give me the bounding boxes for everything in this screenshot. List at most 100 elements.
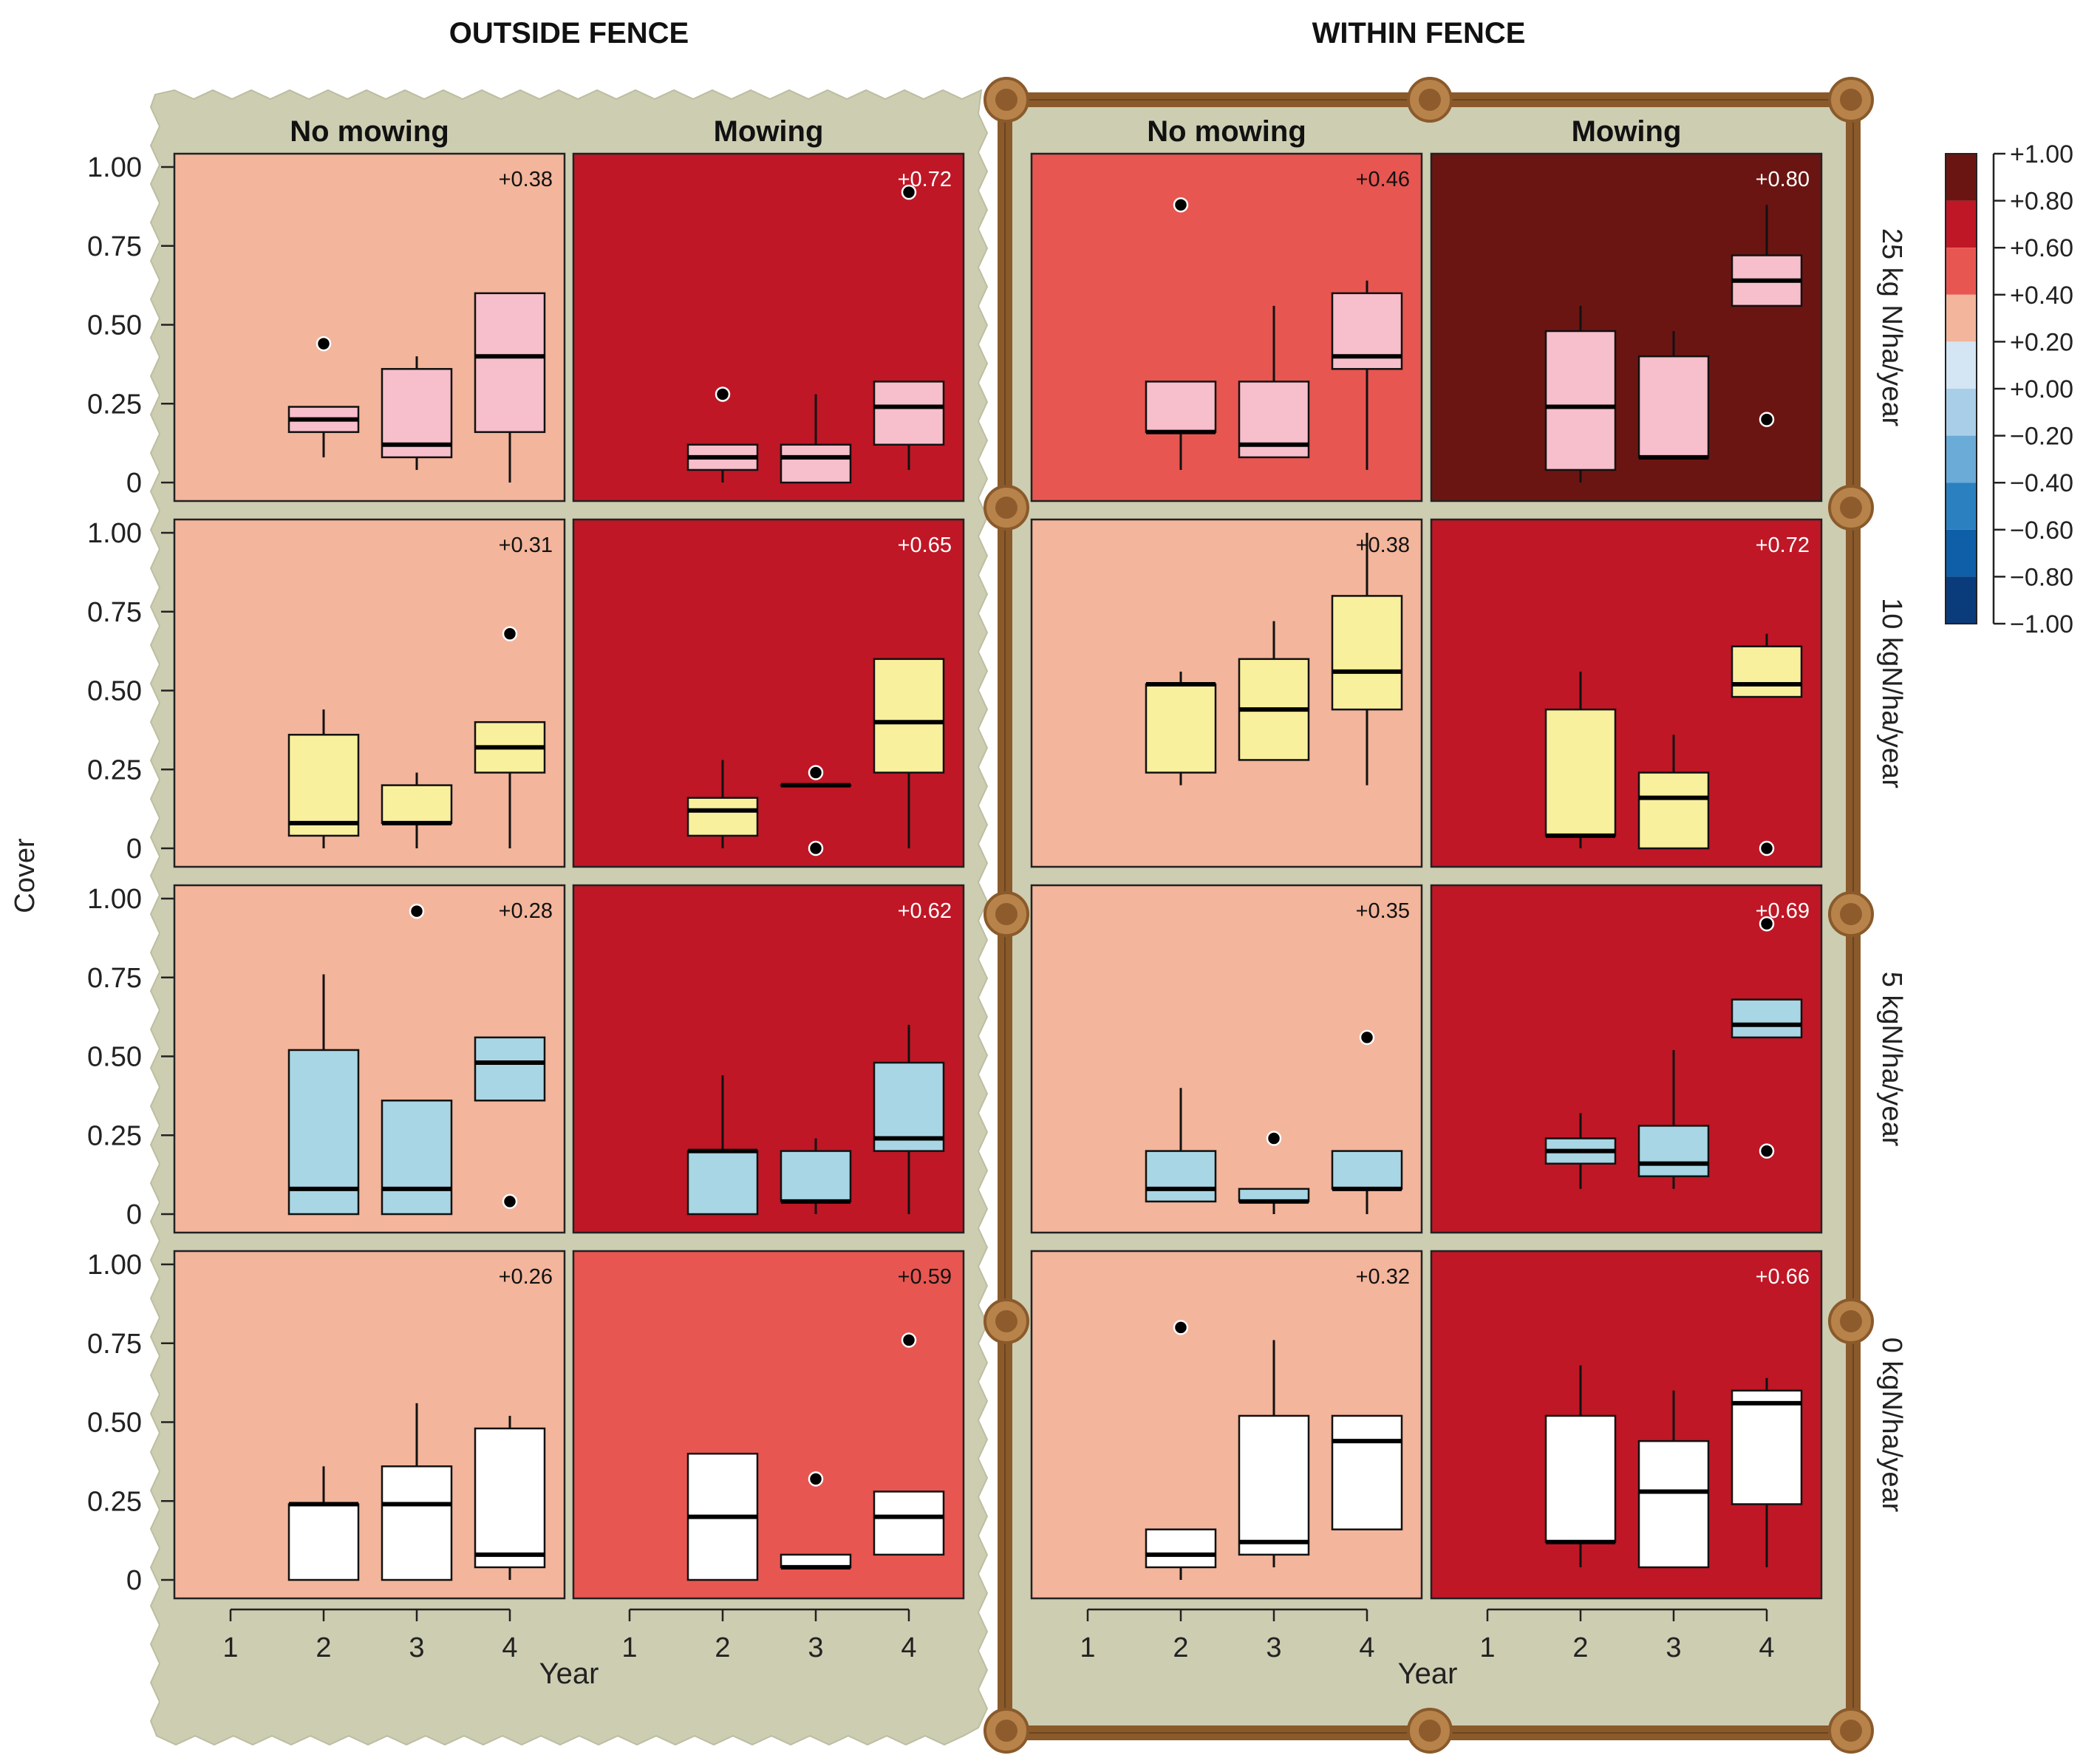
correlation-label: +0.38 [1356, 534, 1410, 557]
box-iqr [1331, 1414, 1403, 1530]
fence-post-center [1840, 1310, 1862, 1332]
box-iqr [474, 292, 546, 433]
outlier-point [1266, 1131, 1282, 1146]
outlier-point [1173, 197, 1189, 213]
y-tick-label: 1.00 [87, 1250, 142, 1281]
outlier-point [808, 765, 824, 780]
colorbar-label: +1.00 [2010, 140, 2073, 168]
outlier-point [901, 184, 917, 200]
outlier-point [502, 626, 518, 641]
x-tick-label: 3 [409, 1632, 424, 1663]
box-iqr [1331, 595, 1403, 711]
box-iqr [287, 1503, 360, 1581]
y-tick-label: 0.75 [87, 597, 142, 628]
box-iqr [1731, 645, 1803, 698]
fence-post-center [1840, 497, 1862, 519]
colorbar-segment [1946, 248, 1977, 295]
box-iqr [873, 381, 945, 446]
colorbar-label: +0.40 [2010, 282, 2073, 310]
fence-post-center [1419, 1720, 1441, 1742]
outside-fence-title: OUTSIDE FENCE [449, 17, 689, 50]
box-iqr [1145, 683, 1217, 774]
box-iqr [1637, 1125, 1710, 1178]
colorbar-label: −0.20 [2010, 423, 2073, 451]
nitrogen-row-label: 25 kg N/ha/year [1876, 228, 1907, 427]
y-tick-label: 0.50 [87, 1408, 142, 1439]
box-iqr [287, 734, 360, 837]
y-tick-label: 0 [126, 468, 142, 499]
correlation-label: +0.66 [1756, 1265, 1810, 1289]
no-mowing-column-header: No mowing [1147, 115, 1306, 148]
x-tick-label: 2 [1572, 1632, 1588, 1663]
x-tick-label: 2 [316, 1632, 331, 1663]
y-tick-label: 0.25 [87, 1486, 142, 1517]
x-tick-label: 4 [1359, 1632, 1374, 1663]
correlation-label: +0.35 [1356, 899, 1410, 923]
y-tick-label: 0.25 [87, 389, 142, 420]
correlation-label: +0.28 [499, 899, 553, 923]
box-iqr [381, 1100, 453, 1216]
colorbar-label: −0.40 [2010, 469, 2073, 497]
colorbar-segment [1946, 154, 1977, 201]
y-tick-label: 0.25 [87, 1120, 142, 1151]
colorbar-frame [1945, 153, 1977, 624]
panel-background [1430, 152, 1823, 502]
panel-background [572, 152, 965, 502]
x-tick-label: 1 [1479, 1632, 1495, 1663]
mowing-column-header: Mowing [1572, 115, 1682, 148]
box-iqr [1637, 771, 1710, 850]
x-axis-label-within: Year [1398, 1658, 1458, 1690]
outlier-point [1759, 1143, 1775, 1159]
box-iqr [1544, 708, 1617, 837]
box-iqr [381, 784, 453, 825]
correlation-label: +0.65 [898, 534, 952, 557]
colorbar-segment [1946, 529, 1977, 577]
box-iqr [1731, 1389, 1803, 1505]
within-fence-title: WITHIN FENCE [1312, 17, 1526, 50]
box-iqr [1731, 998, 1803, 1039]
colorbar-segment [1946, 576, 1977, 624]
colorbar-segment [1946, 435, 1977, 483]
x-tick-label: 3 [1266, 1632, 1281, 1663]
y-tick-label: 1.00 [87, 884, 142, 915]
fence-post-center [995, 903, 1017, 925]
x-tick-label: 2 [1173, 1632, 1188, 1663]
correlation-label: +0.32 [1356, 1265, 1410, 1289]
mowing-column-header: Mowing [714, 115, 824, 148]
colorbar-label: +0.00 [2010, 375, 2073, 403]
colorbar-segment [1946, 341, 1977, 389]
no-mowing-column-header: No mowing [290, 115, 449, 148]
y-tick-label: 1.00 [87, 152, 142, 183]
colorbar-label: +0.80 [2010, 188, 2073, 216]
box-iqr [1145, 1150, 1217, 1203]
box-iqr [474, 1036, 546, 1102]
outlier-point [1173, 1320, 1189, 1335]
fence-post-center [995, 89, 1017, 111]
y-tick-label: 0.75 [87, 231, 142, 262]
box-iqr [1637, 1440, 1710, 1569]
correlation-label: +0.26 [499, 1265, 553, 1289]
y-tick-label: 0.75 [87, 1329, 142, 1360]
colorbar-label: −1.00 [2010, 610, 2073, 638]
outlier-point [808, 840, 824, 856]
outlier-point [502, 1193, 518, 1210]
fence-post-center [995, 1720, 1017, 1742]
x-tick-label: 3 [1666, 1632, 1681, 1663]
colorbar-segment [1946, 389, 1977, 436]
correlation-label: +0.38 [499, 168, 553, 191]
colorbar-label: +0.20 [2010, 328, 2073, 356]
correlation-label: +0.46 [1356, 168, 1410, 191]
panel-background [173, 518, 566, 868]
x-tick-label: 1 [621, 1632, 637, 1663]
box-iqr [1145, 381, 1217, 433]
box-iqr [686, 797, 759, 837]
fence-post-center [1419, 89, 1441, 111]
outlier-point [1759, 916, 1775, 932]
x-tick-label: 4 [901, 1632, 916, 1663]
fence-post-center [995, 497, 1017, 519]
colorbar-label: −0.80 [2010, 563, 2073, 591]
correlation-label: +0.31 [499, 534, 553, 557]
box-iqr [1544, 330, 1617, 471]
colorbar-segment [1946, 483, 1977, 530]
